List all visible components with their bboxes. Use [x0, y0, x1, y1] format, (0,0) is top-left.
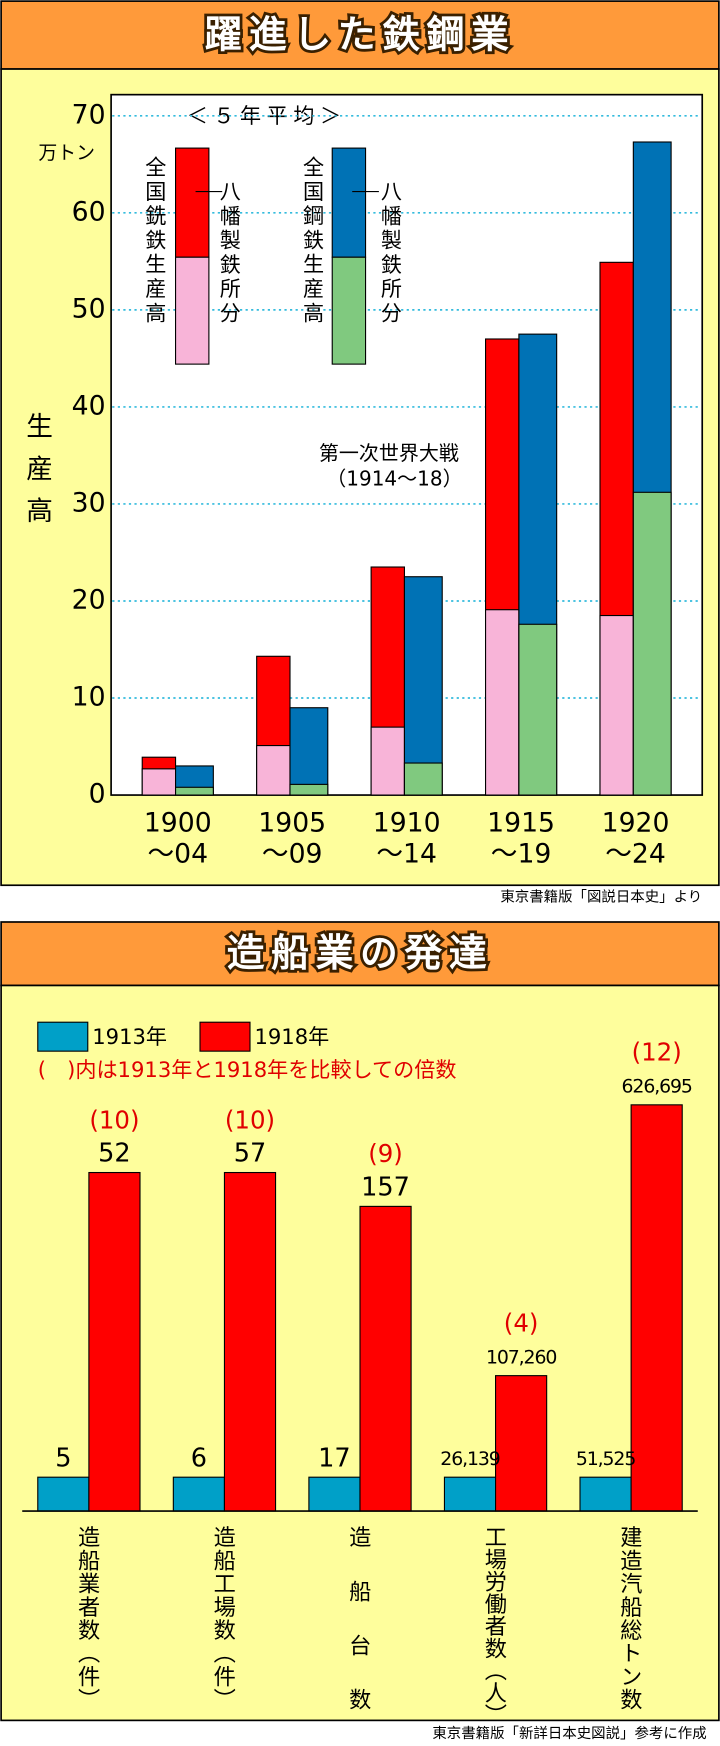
- y-tick-label: 0: [89, 779, 106, 810]
- title-bar: [0, 0, 720, 70]
- multiplier-label: (10): [225, 1105, 275, 1134]
- x-tick-label: 1905: [258, 807, 326, 838]
- x-tick-label: 1920: [602, 807, 670, 838]
- bar: [370, 726, 405, 796]
- bar: [485, 609, 520, 796]
- x-tick-label: 工場労働者数（人）: [481, 1526, 507, 1726]
- data-label: 157: [361, 1173, 410, 1203]
- bar: [223, 1171, 277, 1512]
- chart-title: 躍進した鉄鋼業: [205, 12, 516, 56]
- x-tick-label: 建造汽船総トン数: [616, 1525, 642, 1711]
- legend-label: 八幡製鉄所分: [217, 180, 242, 326]
- bar: [599, 614, 634, 796]
- bar: [308, 1476, 361, 1512]
- bar: [630, 1104, 683, 1512]
- y-label: 生産高: [21, 412, 52, 539]
- legend-label: 1918年: [254, 1024, 329, 1049]
- bar: [579, 1476, 632, 1512]
- data-label: 107,260: [486, 1346, 556, 1368]
- y-unit: 万トン: [38, 142, 95, 164]
- bar: [256, 745, 291, 796]
- x-tick-label: 造船業者数（件）: [74, 1525, 100, 1711]
- data-label: 6: [191, 1443, 207, 1473]
- legend-swatch: [175, 256, 210, 365]
- legend-swatch: [331, 147, 367, 258]
- bar: [632, 491, 672, 796]
- data-label: 57: [234, 1139, 267, 1169]
- data-label: 51,525: [576, 1448, 635, 1470]
- y-tick-label: 50: [72, 293, 106, 324]
- legend-swatch: [199, 1021, 251, 1052]
- bar: [403, 576, 443, 796]
- legend-label: 1913年: [92, 1024, 167, 1049]
- y-tick-label: 10: [72, 682, 106, 713]
- y-tick-label: 60: [72, 196, 106, 227]
- legend-label: 全国鋼鉄生産高: [300, 155, 325, 326]
- multiplier-label: (4): [504, 1308, 539, 1337]
- legend-swatch: [175, 147, 210, 258]
- legend-swatch: [331, 256, 367, 365]
- bar: [88, 1171, 141, 1512]
- bar: [141, 768, 177, 796]
- data-label: 26,139: [440, 1448, 499, 1470]
- x-tick-label: 〜19: [491, 839, 552, 870]
- x-tick-label: 〜04: [147, 839, 208, 870]
- multiplier-label: (9): [368, 1139, 403, 1168]
- bar: [359, 1205, 412, 1512]
- chart-title: 造船業の発達: [227, 931, 494, 975]
- x-tick-label: 造船台数: [345, 1525, 371, 1742]
- bar: [172, 1476, 225, 1512]
- annotation: （1914〜18）: [326, 466, 462, 490]
- data-label: 626,695: [622, 1076, 692, 1098]
- source: 東京書籍版「図説日本史」より: [500, 888, 702, 905]
- legend-swatch: [37, 1021, 89, 1052]
- bar: [289, 707, 329, 796]
- x-tick-label: 1910: [373, 807, 441, 838]
- bar: [403, 762, 443, 796]
- bar: [495, 1375, 548, 1512]
- bar: [518, 623, 558, 796]
- bar: [289, 783, 329, 796]
- x-tick-label: 1900: [144, 807, 212, 838]
- data-label: 52: [98, 1139, 131, 1169]
- x-tick-label: 1915: [487, 807, 555, 838]
- multiplier-label: (12): [632, 1038, 682, 1067]
- title-bar: [0, 921, 720, 987]
- data-label: 5: [55, 1443, 71, 1473]
- source: 東京書籍版「新詳日本史図説」参考に作成: [432, 1725, 706, 1742]
- y-tick-label: 20: [72, 584, 106, 615]
- annotation: 第一次世界大戦: [319, 441, 459, 465]
- note: ( )内は1913年と1918年を比較しての倍数: [38, 1057, 457, 1082]
- x-tick-label: 〜14: [376, 839, 437, 870]
- y-tick-label: 40: [72, 390, 106, 421]
- x-tick-label: 〜24: [605, 839, 666, 870]
- x-tick-label: 造船工場数（件）: [210, 1525, 236, 1711]
- y-tick-label: 30: [72, 487, 106, 518]
- bar: [175, 786, 214, 796]
- legend-label: 八幡製鉄所分: [378, 180, 403, 326]
- bar: [443, 1476, 497, 1512]
- legend-label: 全国銑鉄生産高: [142, 155, 167, 326]
- multiplier-label: (10): [89, 1105, 139, 1134]
- x-tick-label: 〜09: [262, 839, 323, 870]
- legend-title: ＜５年平均＞: [187, 103, 347, 128]
- y-tick-label: 70: [72, 99, 106, 130]
- bar: [37, 1476, 90, 1512]
- data-label: 17: [318, 1443, 351, 1473]
